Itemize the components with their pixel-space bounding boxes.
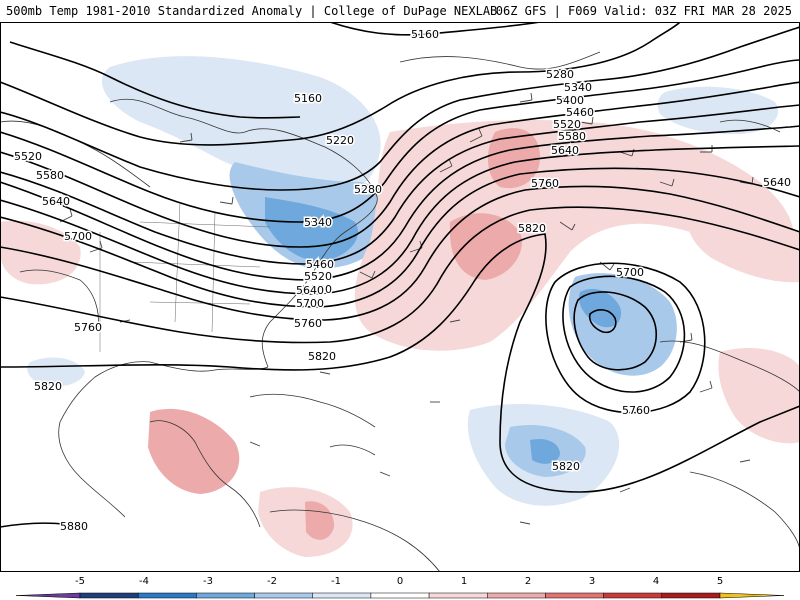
warm-anomaly-atlantic-core2 <box>449 213 522 280</box>
label-5760b: 5760 <box>294 317 322 330</box>
colorbar-swatch <box>254 592 313 599</box>
label-5520a: 5520 <box>14 150 42 163</box>
label-5820a: 5820 <box>34 380 62 393</box>
colorbar-tick-label: -4 <box>139 576 149 587</box>
colorbar-tick-label: -3 <box>203 576 213 587</box>
warm-anomaly-caribbean <box>258 487 353 557</box>
colorbar-swatch <box>312 592 372 599</box>
label-5340a: 5340 <box>564 81 592 94</box>
label-5640b: 5640 <box>551 144 579 157</box>
contour-5280 <box>0 26 800 191</box>
contour-5640 <box>0 167 800 308</box>
state-borders <box>99 201 271 352</box>
cold-anomaly-ne-atlantic <box>657 86 779 135</box>
cold-anomaly-tropics-core <box>530 438 560 464</box>
colorbar-swatch <box>79 592 139 599</box>
label-5460b: 5460 <box>306 258 334 271</box>
label-5340b: 5340 <box>304 216 332 229</box>
label-5580c: 5580 <box>304 283 332 296</box>
anomaly-shading <box>0 56 800 557</box>
colorbar-tick-label: -1 <box>331 576 341 587</box>
label-5820c: 5820 <box>518 222 546 235</box>
coastlines <box>0 51 800 572</box>
label-5760d: 5760 <box>622 404 650 417</box>
colorbar-tick-label: 1 <box>461 576 467 587</box>
contour-5580-closed <box>588 309 617 334</box>
cold-anomaly-canada <box>101 56 381 198</box>
warm-anomaly-atlantic-band <box>354 120 794 351</box>
colorbar-swatches <box>15 592 785 599</box>
label-5640a: 5640 <box>42 195 70 208</box>
contour-labels: 5160 5160 5220 5280 5280 5340 5340 5400 … <box>13 27 793 535</box>
contour-5700 <box>0 185 800 321</box>
colorbar-tick-labels: -5 -4 -3 -2 -1 0 1 2 3 4 5 <box>75 576 723 587</box>
product-title: 500mb Temp 1981-2010 Standardized Anomal… <box>6 4 498 18</box>
label-5580b: 5580 <box>558 130 586 143</box>
colorbar-tick-label: 4 <box>653 576 659 587</box>
contour-5160-north <box>329 22 541 36</box>
label-5700b: 5700 <box>296 297 324 310</box>
contour-5460 <box>0 104 800 265</box>
contour-5340 <box>0 59 800 223</box>
contour-5880 <box>0 522 86 528</box>
label-5160b: 5160 <box>294 92 322 105</box>
label-5520b: 5520 <box>553 118 581 131</box>
colorbar-swatch <box>196 592 255 599</box>
label-5280b: 5280 <box>354 183 382 196</box>
label-5700c: 5700 <box>616 266 644 279</box>
warm-anomaly-east <box>688 210 800 283</box>
valid-time-label: 06Z GFS | F069 Valid: 03Z FRI MAR 28 202… <box>495 4 792 18</box>
warm-anomaly-central-america <box>148 408 240 494</box>
label-5160a: 5160 <box>411 28 439 41</box>
colorbar-tick-label: 5 <box>717 576 723 587</box>
label-5640c: 5640 <box>763 176 791 189</box>
label-5520c: 5520 <box>304 270 332 283</box>
label-5880: 5880 <box>60 520 88 533</box>
warm-anomaly-sw-us <box>0 220 81 285</box>
colorbar-swatch <box>370 592 430 599</box>
warm-anomaly-africa <box>718 347 800 444</box>
colorbar-swatch <box>137 592 197 599</box>
contour-5520 <box>0 125 800 281</box>
contour-5400 <box>0 81 800 248</box>
cold-anomaly-gulf <box>27 357 85 387</box>
label-5760c: 5760 <box>531 177 559 190</box>
label-5460a: 5460 <box>566 106 594 119</box>
colorbar-tick-label: 2 <box>525 576 531 587</box>
contour-5160-west <box>9 41 301 119</box>
colorbar-swatch <box>661 592 721 599</box>
label-5400: 5400 <box>556 94 584 107</box>
label-5580a: 5580 <box>36 169 64 182</box>
contour-5760 <box>0 206 800 344</box>
colorbar-tick-label: 3 <box>589 576 595 587</box>
contour-5700-closed <box>562 275 686 393</box>
label-5820d: 5820 <box>552 460 580 473</box>
label-5820b: 5820 <box>308 350 336 363</box>
label-5280a: 5280 <box>546 68 574 81</box>
colorbar-swatch <box>487 592 546 599</box>
contour-5760-closed <box>545 262 706 414</box>
weather-map: 5160 5160 5220 5280 5280 5340 5340 5400 … <box>0 22 800 572</box>
colorbar-swatch-low <box>15 592 81 599</box>
label-5640d: 5640 <box>296 284 324 297</box>
colorbar-swatch <box>545 592 604 599</box>
anomaly-colorbar: -5 -4 -3 -2 -1 0 1 2 3 4 5 <box>15 576 785 599</box>
cold-anomaly-northeast-core <box>265 197 359 262</box>
height-contours <box>0 22 800 528</box>
colorbar-tick-label: -2 <box>267 576 277 587</box>
contour-5820 <box>0 233 800 493</box>
contour-5640-closed <box>573 291 657 371</box>
colorbar-swatch-high <box>719 592 785 599</box>
label-5760a: 5760 <box>74 321 102 334</box>
contour-5580 <box>0 145 800 295</box>
header-bar: 500mb Temp 1981-2010 Standardized Anomal… <box>0 0 800 23</box>
contour-5220 <box>0 22 681 146</box>
label-5700a: 5700 <box>64 230 92 243</box>
colorbar-tick-label: 0 <box>397 576 403 587</box>
colorbar-tick-label: -5 <box>75 576 85 587</box>
label-5220: 5220 <box>326 134 354 147</box>
colorbar-swatch <box>603 592 663 599</box>
colorbar-swatch <box>428 592 488 599</box>
